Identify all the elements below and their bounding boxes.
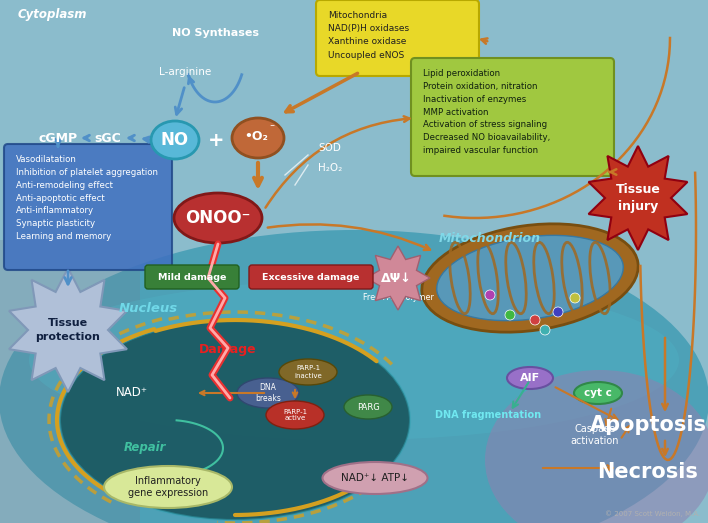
Bar	[0, 416, 708, 442]
Bar	[0, 208, 708, 234]
Text: Mild damage: Mild damage	[158, 272, 226, 281]
Text: Repair: Repair	[124, 441, 166, 454]
Text: Mitochondrion: Mitochondrion	[439, 232, 541, 244]
Text: DNA fragmentation: DNA fragmentation	[435, 410, 541, 420]
FancyBboxPatch shape	[145, 265, 239, 289]
Text: ⁻: ⁻	[270, 123, 275, 133]
Ellipse shape	[104, 466, 232, 508]
Ellipse shape	[237, 378, 299, 408]
Text: cGMP: cGMP	[38, 131, 78, 144]
Ellipse shape	[422, 224, 638, 332]
PathPatch shape	[366, 246, 430, 310]
Text: Lipid peroxidation
Protein oxidation, nitration
Inactivation of enzymes
MMP acti: Lipid peroxidation Protein oxidation, ni…	[423, 69, 550, 155]
Text: Nucleus: Nucleus	[118, 301, 178, 314]
Bar	[0, 182, 708, 208]
Ellipse shape	[485, 370, 708, 523]
Bar	[0, 78, 708, 104]
Ellipse shape	[151, 121, 199, 159]
Bar	[0, 240, 140, 523]
Text: H₂O₂: H₂O₂	[318, 163, 342, 173]
Bar	[0, 26, 708, 52]
Ellipse shape	[279, 359, 337, 385]
Ellipse shape	[507, 367, 553, 389]
Bar	[0, 260, 708, 286]
Circle shape	[553, 307, 563, 317]
FancyBboxPatch shape	[4, 144, 172, 270]
PathPatch shape	[588, 146, 687, 250]
Text: +: +	[207, 131, 224, 150]
Bar	[0, 156, 708, 182]
Text: DNA
breaks: DNA breaks	[255, 383, 281, 403]
Ellipse shape	[232, 118, 284, 158]
Bar	[0, 104, 708, 130]
Text: •O₂: •O₂	[244, 130, 268, 142]
Text: Caspase
activation: Caspase activation	[571, 424, 620, 446]
Ellipse shape	[60, 320, 410, 520]
Ellipse shape	[0, 230, 708, 523]
Text: Cytoplasm: Cytoplasm	[18, 8, 88, 21]
Circle shape	[505, 310, 515, 320]
Bar	[0, 468, 708, 494]
Text: cyt c: cyt c	[584, 388, 612, 398]
Text: AIF: AIF	[520, 373, 540, 383]
Ellipse shape	[344, 395, 392, 419]
Ellipse shape	[174, 193, 262, 243]
Ellipse shape	[29, 280, 679, 440]
Text: NO Synthases: NO Synthases	[171, 28, 258, 38]
Text: Tissue
protection: Tissue protection	[35, 319, 101, 342]
Bar	[0, 494, 708, 520]
Circle shape	[570, 293, 580, 303]
Bar	[0, 338, 708, 364]
Text: ΔΨ↓: ΔΨ↓	[381, 271, 411, 285]
FancyBboxPatch shape	[316, 0, 479, 76]
Text: NO: NO	[161, 131, 189, 149]
Bar	[0, 234, 708, 260]
Text: Inflammatory
gene expression: Inflammatory gene expression	[128, 475, 208, 498]
Circle shape	[530, 315, 540, 325]
Text: Damage: Damage	[199, 344, 257, 357]
Text: L-arginine: L-arginine	[159, 67, 211, 77]
Text: NAD⁺↓ ATP↓: NAD⁺↓ ATP↓	[341, 473, 409, 483]
Text: Apoptosis: Apoptosis	[590, 415, 707, 435]
Text: Necrosis: Necrosis	[598, 462, 698, 482]
Ellipse shape	[266, 401, 324, 429]
Text: sGC: sGC	[95, 131, 121, 144]
FancyBboxPatch shape	[249, 265, 373, 289]
Bar	[0, 286, 708, 312]
Ellipse shape	[437, 235, 623, 321]
Text: Excessive damage: Excessive damage	[262, 272, 360, 281]
Text: PARP-1
active: PARP-1 active	[283, 408, 307, 422]
Text: PARP-1
inactive: PARP-1 inactive	[294, 366, 322, 379]
Text: © 2007 Scott Weldon, M.A.: © 2007 Scott Weldon, M.A.	[605, 510, 700, 517]
Text: PARG: PARG	[357, 403, 379, 412]
Bar	[0, 390, 708, 416]
PathPatch shape	[9, 268, 127, 392]
Text: Free PAR polymer: Free PAR polymer	[362, 293, 433, 302]
Bar	[0, 442, 708, 468]
Text: NAD⁺: NAD⁺	[116, 386, 148, 400]
Bar	[0, 312, 708, 338]
FancyBboxPatch shape	[411, 58, 614, 176]
Text: ONOO⁻: ONOO⁻	[185, 209, 251, 227]
Ellipse shape	[574, 382, 622, 404]
Bar	[0, 52, 708, 78]
Circle shape	[485, 290, 495, 300]
Text: Mitochondria
NAD(P)H oxidases
Xanthine oxidase
Uncoupled eNOS: Mitochondria NAD(P)H oxidases Xanthine o…	[328, 11, 409, 60]
Bar	[0, 364, 708, 390]
Text: Vasodilatation
Inhibition of platelet aggregation
Anti-remodeling effect
Anti-ap: Vasodilatation Inhibition of platelet ag…	[16, 155, 158, 241]
Text: SOD: SOD	[318, 143, 341, 153]
Bar	[0, 130, 708, 156]
Ellipse shape	[323, 462, 428, 494]
Bar	[0, 0, 708, 26]
Text: Tissue
injury: Tissue injury	[615, 183, 661, 213]
Circle shape	[540, 325, 550, 335]
